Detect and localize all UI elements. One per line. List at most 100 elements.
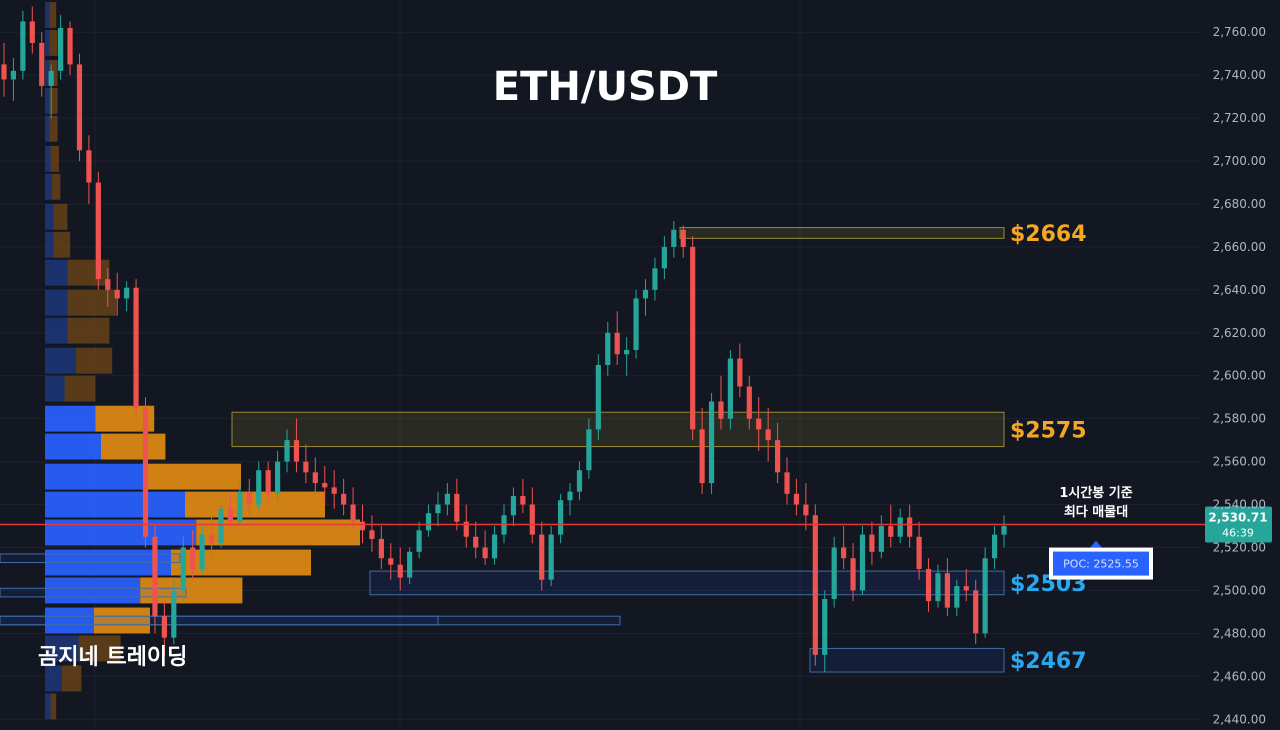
current-price-badge: [1205, 506, 1272, 543]
candle-body: [548, 534, 554, 580]
candle-body: [567, 491, 573, 501]
candle-body: [67, 27, 73, 65]
candle-body: [633, 298, 639, 350]
volume-profile-down-bar: [49, 87, 58, 114]
candle-body: [586, 429, 592, 471]
candle-body: [274, 461, 281, 494]
volume-profile-up-bar: [45, 317, 68, 344]
volume-profile-down-bar: [67, 289, 117, 316]
volume-profile-up-bar: [45, 173, 52, 200]
y-tick-label: 2,760.00: [1213, 25, 1266, 39]
candle-body: [954, 586, 960, 608]
candle-body: [48, 70, 54, 86]
candle-body: [888, 526, 894, 537]
candle-body: [152, 536, 158, 617]
poc-label-text: POC: 2525.55: [1063, 558, 1139, 571]
chart-title: ETH/USDT: [493, 64, 718, 110]
candle-body: [737, 358, 743, 387]
volume-profile-up-bar: [45, 693, 51, 720]
candle-body: [1001, 526, 1007, 535]
candle-body: [237, 491, 243, 522]
candle-body: [208, 534, 215, 544]
candle-body: [20, 21, 26, 71]
candle-body: [284, 440, 290, 462]
candle-body: [774, 440, 781, 473]
volume-profile-up-bar: [45, 491, 185, 518]
level-zone: [679, 227, 1005, 239]
level-label: $2664: [1010, 222, 1087, 247]
candle-body: [652, 268, 658, 290]
candle-body: [105, 279, 111, 290]
volume-profile-up-bar: [45, 463, 143, 490]
y-tick-label: 2,660.00: [1213, 240, 1266, 254]
candle-body: [312, 472, 318, 484]
volume-profile-down-bar: [64, 375, 96, 402]
candle-body: [86, 150, 92, 183]
candle-body: [642, 289, 649, 299]
volume-profile-down-bar: [61, 665, 82, 692]
candle-body: [76, 64, 83, 151]
candle-body: [859, 534, 866, 591]
candle-body: [746, 386, 752, 419]
candle-body: [425, 513, 432, 531]
volume-profile-down-bar: [78, 635, 121, 662]
candle-body: [963, 586, 969, 591]
candle-body: [841, 547, 847, 559]
volume-profile-down-bar: [49, 115, 58, 142]
candle-body: [303, 461, 309, 473]
candle-body: [944, 573, 950, 608]
volume-profile-up-bar: [45, 145, 51, 172]
candle-body: [388, 558, 394, 565]
candle-body: [624, 349, 630, 355]
candle-body: [907, 517, 913, 537]
candle-body: [218, 508, 224, 544]
volume-profile-up-bar: [45, 347, 76, 374]
volume-profile-down-bar: [101, 433, 166, 460]
candle-body: [803, 504, 809, 516]
candle-body: [916, 536, 922, 569]
candle-body: [529, 504, 535, 535]
y-tick-label: 2,720.00: [1213, 111, 1266, 125]
candle-body: [359, 521, 366, 531]
volume-profile-up-bar: [45, 607, 94, 634]
candle-body: [199, 534, 205, 569]
candle-body: [491, 534, 498, 559]
candle-body: [227, 508, 234, 522]
candle-body: [925, 568, 932, 602]
candle-body: [982, 558, 988, 634]
candle-body: [95, 182, 101, 280]
volume-profile-up-bar: [45, 259, 68, 286]
candle-body: [991, 534, 998, 559]
y-tick-label: 2,500.00: [1213, 583, 1266, 597]
candle-body: [850, 558, 856, 591]
candle-body: [58, 27, 64, 71]
candle-body: [369, 530, 375, 539]
level-zone: [369, 570, 1005, 596]
candle-body: [142, 407, 149, 537]
candle-body: [822, 599, 828, 655]
candle-body: [10, 70, 17, 80]
poc-line-group: 2,530.71 46:39 POC: 2525.55: [0, 506, 1272, 580]
volume-profile-up-bar: [45, 2, 50, 28]
volume-profile-up-bar: [45, 519, 197, 546]
candle-body: [444, 493, 450, 505]
candle-body: [727, 358, 734, 419]
candle-body: [407, 551, 413, 578]
volume-profile-up-bar: [45, 433, 101, 460]
level-label: $2467: [1010, 649, 1087, 674]
volume-profile-down-bar: [49, 29, 58, 56]
candle-body: [473, 536, 479, 548]
candle-body: [595, 365, 601, 430]
volume-profile-down-bar: [67, 317, 110, 344]
volume-profile-up-bar: [45, 635, 79, 662]
candle-body: [482, 547, 488, 559]
y-axis: 2,440.00 2,460.00 2,480.00 2,500.00 2,520.00…: [1213, 25, 1266, 726]
candle-body: [190, 547, 196, 569]
candle-body: [690, 246, 696, 430]
volume-profile-down-bar: [52, 173, 61, 200]
poc-note-line-1: 1시간봉 기준: [1059, 485, 1132, 501]
y-tick-label: 2,640.00: [1213, 283, 1266, 297]
volume-profile-down-bar: [50, 693, 57, 720]
candle-body: [114, 289, 120, 299]
